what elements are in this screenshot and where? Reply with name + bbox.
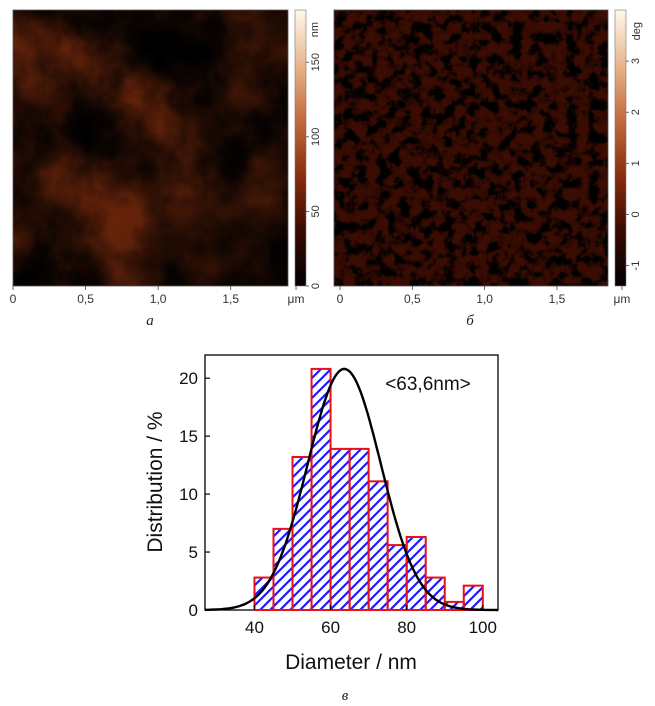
x-axis-title: Diameter / nm (285, 651, 417, 674)
histogram-bar (329, 447, 351, 611)
histogram-bar (462, 584, 484, 612)
y-axis-ticks: 0 5 10 15 20 (179, 369, 210, 620)
panel-b-colorbar-unit: deg (631, 22, 643, 40)
panel-a-x-tick-label: 1,5 (222, 292, 239, 306)
panel-a-colorbar-tick-label: 50 (310, 205, 322, 217)
y-tick-label: 0 (189, 601, 198, 620)
panel-a-colorbar (294, 9, 307, 287)
y-axis-title: Distribution / % (144, 411, 167, 552)
panel-a-colorbar-tick-label: 0 (310, 283, 322, 289)
y-tick-label: 5 (189, 543, 198, 562)
panel-b-letter: б (466, 313, 474, 329)
panel-a-x-tick-label: 0,5 (77, 292, 94, 306)
gaussian-fit-curve (205, 367, 498, 612)
histogram-bar (310, 367, 332, 611)
histogram-bars (253, 367, 484, 612)
panel-a-x-tick-label: 0 (10, 292, 17, 306)
histogram-bar (367, 480, 389, 611)
panel-b-colorbar-tick-label: 2 (630, 109, 642, 115)
panel-a-letter: а (146, 313, 154, 329)
afm-topography-shade (13, 10, 288, 286)
panel-b-x-tick-label: 1,5 (549, 292, 566, 306)
panel-b-x-tick-label: μm (614, 292, 631, 306)
x-tick-label: 60 (321, 618, 340, 637)
histogram-bar (348, 447, 370, 611)
panel-b-colorbar (614, 9, 627, 287)
panel-a-x-tick-label: μm (288, 292, 305, 306)
panel-a-x-ticks: 0 0,5 1,0 1,5 μm (10, 286, 305, 306)
panel-b-x-tick-label: 1,0 (476, 292, 493, 306)
x-axis-ticks: 40 60 80 100 (245, 605, 497, 637)
panel-c-histogram: 40 60 80 100 0 5 10 15 20 <63,6nm> Diameter / n… (144, 354, 499, 704)
panel-a-colorbar-tick-label: 150 (310, 53, 322, 71)
histogram-bar (386, 544, 408, 611)
panel-c-letter: в (342, 688, 349, 704)
panel-b-colorbar-tick-label: -1 (630, 261, 642, 271)
x-tick-label: 100 (469, 618, 497, 637)
y-tick-label: 10 (179, 485, 198, 504)
panel-b-frame (333, 9, 609, 287)
panel-a-colorbar-tick-label: 100 (310, 128, 322, 146)
histogram-bar (291, 456, 313, 611)
histogram-bar (253, 576, 275, 612)
x-tick-label: 40 (245, 618, 264, 637)
panel-b: 0 0,5 1,0 1,5 μm -1 0 1 2 3 deg б (333, 9, 643, 329)
panel-a-colorbar-unit: nm (309, 22, 321, 37)
panel-b-x-tick-label: 0,5 (404, 292, 421, 306)
panel-a-frame (12, 9, 289, 287)
mean-diameter-annotation: <63,6nm> (385, 374, 471, 395)
panel-b-x-ticks: 0 0,5 1,0 1,5 μm (337, 286, 631, 306)
afm-phase-texture (334, 10, 608, 286)
panel-a-colorbar-ticks: 0 50 100 150 (306, 53, 322, 289)
panel-b-colorbar-tick-label: 3 (630, 58, 642, 64)
panel-b-colorbar-ticks: -1 0 1 2 3 (626, 58, 642, 270)
y-tick-label: 20 (179, 369, 198, 388)
panel-b-colorbar-tick-label: 0 (630, 211, 642, 217)
y-tick-label: 15 (179, 427, 198, 446)
x-tick-label: 80 (397, 618, 416, 637)
panel-a: 0 0,5 1,0 1,5 μm 0 50 100 150 nm а (10, 9, 322, 329)
panel-b-colorbar-tick-label: 1 (630, 160, 642, 166)
panel-a-x-tick-label: 1,0 (150, 292, 167, 306)
panel-b-x-tick-label: 0 (337, 292, 344, 306)
